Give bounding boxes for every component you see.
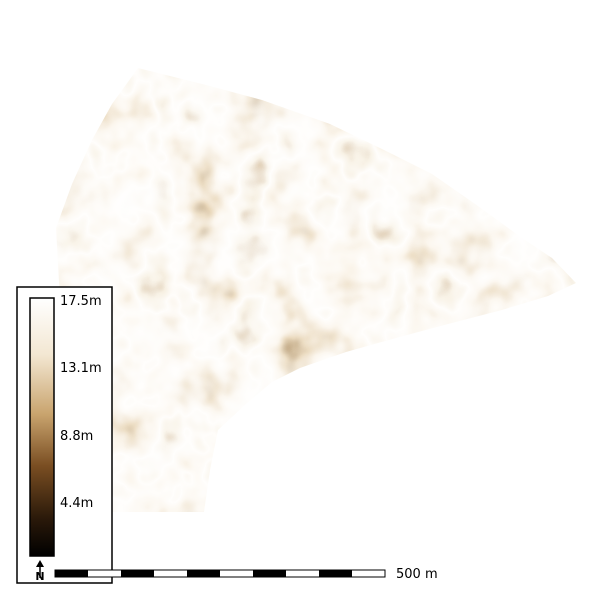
north-label: N <box>35 570 44 583</box>
scale-bar-segment <box>55 570 88 577</box>
scale-bar-segments <box>55 570 385 577</box>
scale-bar-segment <box>319 570 352 577</box>
scale-bar-segment <box>154 570 187 577</box>
scale-bar-label: 500 m <box>396 567 438 582</box>
elevation-raster <box>56 68 576 512</box>
colorbar <box>29 297 55 557</box>
terrain-texture <box>56 68 576 512</box>
legend-tick-label: 8.8m <box>60 429 93 444</box>
scale-bar-segment <box>253 570 286 577</box>
legend: 17.5m 13.1m 8.8m 4.4m <box>16 286 113 584</box>
scale-bar-segment <box>352 570 385 577</box>
scale-bar-segment <box>121 570 154 577</box>
scale-bar: 500 m <box>54 567 438 582</box>
colorbar-ticks: 17.5m 13.1m 8.8m 4.4m <box>60 294 102 511</box>
scale-bar-segment <box>88 570 121 577</box>
legend-tick-label: 17.5m <box>60 294 102 309</box>
north-arrow-icon: N <box>35 560 45 583</box>
scale-bar-segment <box>187 570 220 577</box>
scale-bar-outline <box>54 569 386 578</box>
legend-tick-label: 13.1m <box>60 361 102 376</box>
scale-bar-segment <box>286 570 319 577</box>
scale-bar-segment <box>220 570 253 577</box>
legend-tick-label: 4.4m <box>60 496 93 511</box>
